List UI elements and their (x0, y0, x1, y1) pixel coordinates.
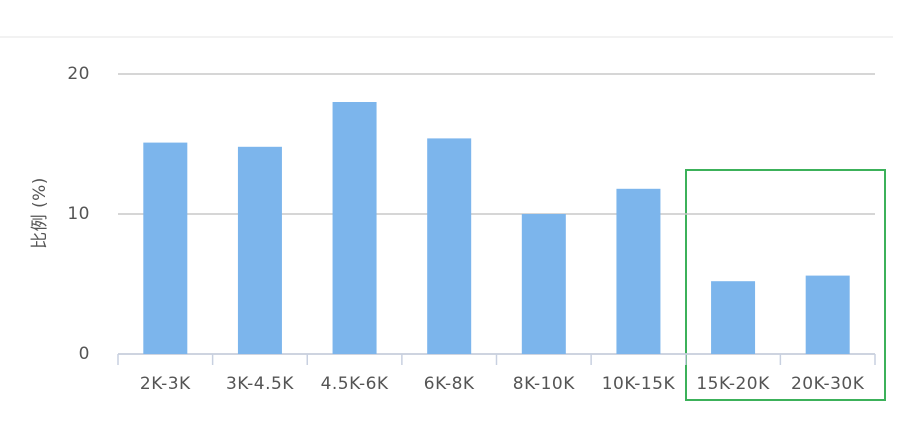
bar (237, 146, 282, 354)
x-tick-label: 6K-8K (424, 374, 475, 394)
highlight-box (685, 169, 886, 401)
bar (521, 214, 566, 354)
bar (332, 102, 377, 354)
x-tick-label: 2K-3K (140, 374, 191, 394)
bar (805, 275, 850, 354)
bar (143, 142, 188, 354)
bar (427, 138, 472, 354)
x-tick-label: 10K-15K (602, 374, 676, 394)
x-tick-label: 20K-30K (791, 374, 865, 394)
y-axis-label: 比例 (%) (30, 177, 50, 249)
x-tick-label: 8K-10K (513, 374, 575, 394)
y-tick-label: 0 (79, 344, 90, 364)
x-tick-label: 3K-4.5K (226, 374, 294, 394)
y-tick-label: 20 (67, 64, 90, 84)
y-tick-label: 10 (67, 204, 90, 224)
x-tick-label: 15K-20K (696, 374, 770, 394)
bar (711, 281, 756, 354)
bar (616, 188, 661, 354)
x-tick-label: 4.5K-6K (321, 374, 389, 394)
